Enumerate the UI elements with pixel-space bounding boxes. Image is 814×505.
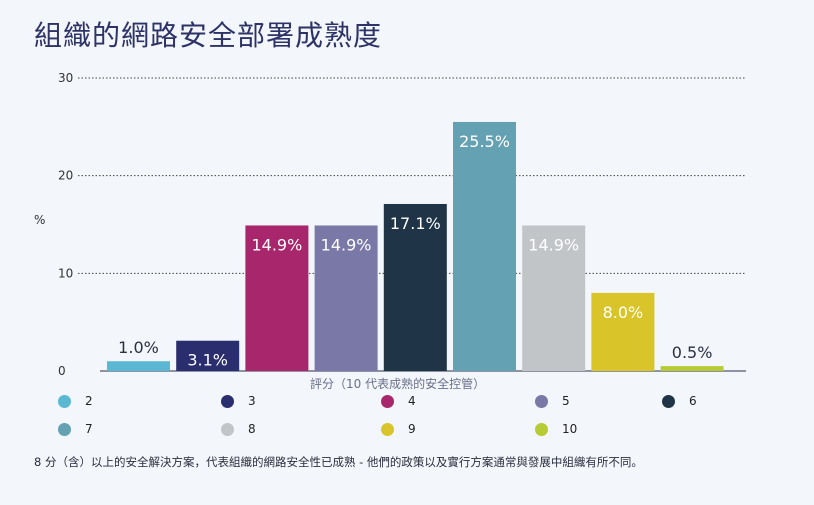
legend-label: 7 [85,422,93,436]
legend-swatch [381,394,394,408]
legend-item-6: 6 [662,394,697,408]
legend-item-4: 4 [381,394,416,408]
x-axis-label: 評分（10 代表成熟的安全控管） [310,377,486,391]
data-label: 0.5% [672,343,713,362]
data-label: 17.1% [390,214,441,233]
legend-swatch [58,394,71,408]
chart-title: 組織的網路安全部署成熟度 [34,19,383,52]
legend-item-8: 8 [221,422,256,436]
legend-swatch [58,422,71,436]
data-label: 14.9% [528,235,579,254]
data-label: 3.1% [187,351,228,370]
legend-label: 6 [689,394,697,408]
legend-item-10: 10 [535,422,577,436]
legend-swatch [535,422,548,436]
legend-swatch [381,422,394,436]
legend-label: 3 [248,394,256,408]
data-label: 14.9% [321,235,372,254]
y-tick-label: 20 [58,169,73,183]
legend-swatch [662,394,675,408]
footnote: 8 分（含）以上的安全解決方案，代表組織的網路安全性已成熟 - 他們的政策以及實… [34,455,643,469]
legend-swatch [221,422,234,436]
y-axis-label: % [34,213,46,227]
legend-label: 5 [562,394,570,408]
legend-item-9: 9 [381,422,416,436]
legend-item-2: 2 [58,394,93,408]
legend-label: 4 [408,394,416,408]
y-tick-label: 0 [58,364,66,378]
legend-item-5: 5 [535,394,570,408]
data-label: 1.0% [118,338,159,357]
legend-item-7: 7 [58,422,93,436]
y-tick-label: 30 [58,71,73,85]
data-label: 25.5% [459,132,510,151]
legend-swatch [535,394,548,408]
bar-3 [176,340,240,371]
y-tick-label: 10 [58,266,73,280]
bar-5 [314,225,378,371]
bar-4 [245,225,309,371]
bar-6 [383,203,447,371]
bar-9 [591,292,655,371]
data-label: 8.0% [603,303,644,322]
legend-item-3: 3 [221,394,256,408]
bar-10 [660,366,724,371]
bar-8 [522,225,586,371]
bar-2 [107,361,170,371]
bar-7 [453,121,516,371]
data-label: 14.9% [251,235,302,254]
legend-label: 8 [248,422,256,436]
legend-label: 9 [408,422,416,436]
legend-label: 2 [85,394,93,408]
legend-swatch [221,394,234,408]
legend-label: 10 [562,422,578,436]
